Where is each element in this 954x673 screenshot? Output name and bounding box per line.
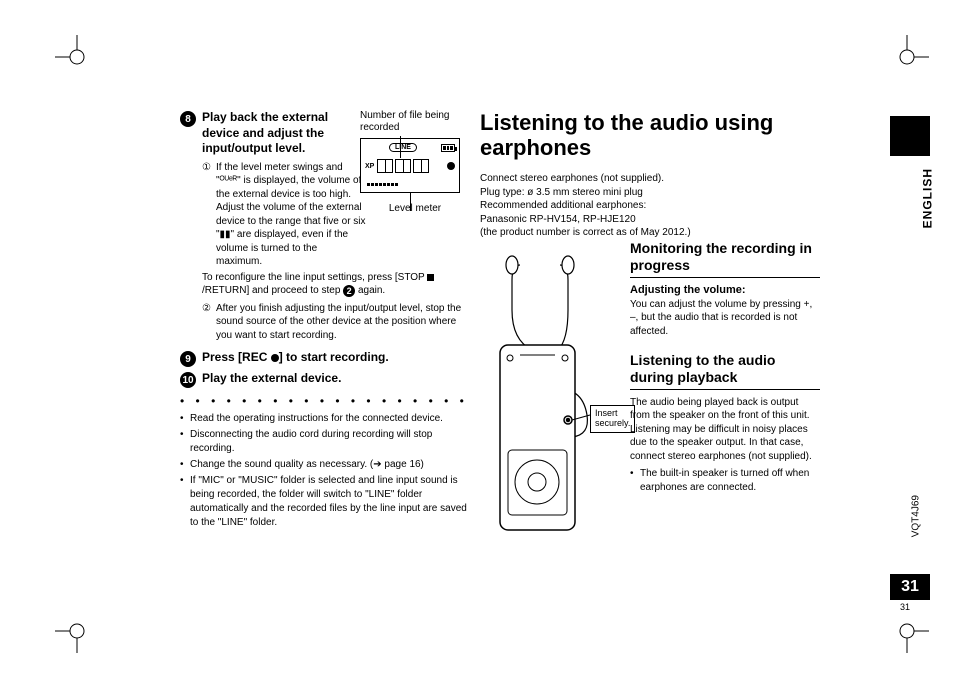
battery-icon <box>441 144 455 152</box>
lcd-figure: Number of file being recorded LINE XP <box>360 110 470 214</box>
doc-code: VQT4J69 <box>910 495 921 537</box>
level-meter-display <box>367 176 453 186</box>
note-item: Disconnecting the audio cord during reco… <box>180 428 470 456</box>
pointer-line <box>400 136 401 158</box>
stop-icon <box>427 274 434 281</box>
figure-label-top: Number of file being recorded <box>360 110 470 134</box>
language-label: ENGLISH <box>920 168 934 228</box>
line-badge: LINE <box>389 143 417 152</box>
pointer-line <box>410 193 411 211</box>
playback-notes: The built-in speaker is turned off when … <box>630 467 820 494</box>
step-number: 9 <box>180 351 196 367</box>
crop-mark <box>899 623 929 653</box>
notes-list: Read the operating instructions for the … <box>180 412 470 530</box>
playback-body: The audio being played back is output fr… <box>630 396 820 464</box>
lcd-screen: LINE XP <box>360 138 460 193</box>
step-9: 9 Press [REC ] to start recording. <box>180 350 470 367</box>
figure-label-bottom: Level meter <box>360 203 470 214</box>
page-number-small: 31 <box>900 602 910 612</box>
crop-mark <box>899 35 929 65</box>
insert-callout: Insert securely. <box>590 405 635 433</box>
xp-label: XP <box>365 163 374 170</box>
step-title: Play the external device. <box>202 371 341 387</box>
step-number: 8 <box>180 111 196 127</box>
substep-2: ② After you finish adjusting the input/o… <box>202 302 470 343</box>
step-ref-icon: 2 <box>343 285 355 297</box>
note-item: Change the sound quality as necessary. (… <box>180 458 470 472</box>
step-number: 10 <box>180 372 196 388</box>
intro-text: Connect stereo earphones (not supplied).… <box>480 172 790 240</box>
recording-indicator-icon <box>447 162 455 170</box>
edge-tab <box>890 116 930 156</box>
page-number-large: 31 <box>890 574 930 600</box>
device-illustration: Insert securely. <box>480 250 620 540</box>
sub-heading-monitoring: Monitoring the recording in progress <box>630 240 820 278</box>
step-10: 10 Play the external device. <box>180 371 470 388</box>
record-icon <box>271 354 279 362</box>
crop-mark <box>55 35 85 65</box>
reconfigure-note: To reconfigure the line input settings, … <box>202 271 470 298</box>
sub-heading-playback: Listening to the audio during playback <box>630 352 820 390</box>
note-item: The built-in speaker is turned off when … <box>630 467 820 494</box>
step-title: Play back the external device and adjust… <box>202 110 362 157</box>
step-title: Press [REC ] to start recording. <box>202 350 389 366</box>
separator-dots: • • • • • • • • • • • • • • • • • • • • … <box>180 394 470 408</box>
adjust-volume-title: Adjusting the volume: <box>630 284 820 296</box>
note-item: Read the operating instructions for the … <box>180 412 470 426</box>
adjust-volume-body: You can adjust the volume by pressing +,… <box>630 298 820 339</box>
page-title: Listening to the audio using earphones <box>480 110 790 161</box>
right-column: Monitoring the recording in progress Adj… <box>630 240 820 494</box>
digit-display <box>377 159 429 173</box>
note-item: If "MIC" or "MUSIC" folder is selected a… <box>180 474 470 530</box>
